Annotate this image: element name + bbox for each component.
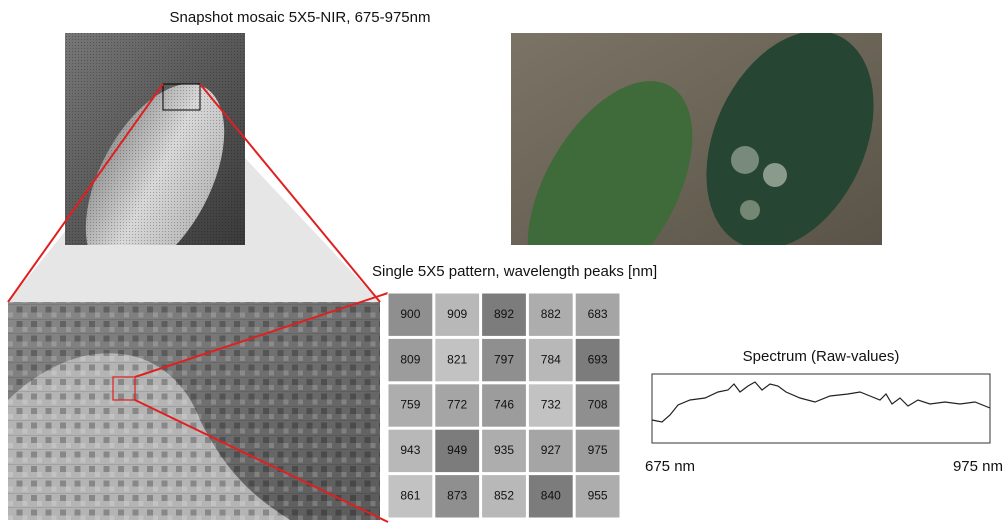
pattern-value: 909 [447,307,467,321]
spectrum-frame [652,374,990,443]
pattern-value: 772 [447,398,467,412]
pattern-value: 746 [494,398,514,412]
pattern-value: 759 [400,398,420,412]
pattern-value: 852 [494,488,514,502]
pattern-title: Single 5X5 pattern, wavelength peaks [nm… [372,263,657,280]
spectrum-title: Spectrum (Raw-values) [743,348,900,365]
pattern-value: 892 [494,307,514,321]
pattern-value: 821 [447,352,467,366]
pattern-grid: 900 909 892 882 683 809 821 797 784 693 759 772 746 7… [388,293,620,518]
pattern-value: 975 [588,443,608,457]
figure: Snapshot mosaic 5X5-NIR, 675-975nm Singl… [0,0,1007,527]
pattern-value: 873 [447,488,467,502]
pattern-value: 732 [541,398,561,412]
spectrum-start-label: 675 nm [645,458,695,475]
pattern-value: 708 [588,398,608,412]
pattern-value: 683 [588,307,608,321]
pattern-value: 809 [400,352,420,366]
pattern-value: 949 [447,443,467,457]
spectrum-end-label: 975 nm [953,458,1003,475]
pattern-value: 882 [541,307,561,321]
pattern-value: 797 [494,352,514,366]
pattern-value: 935 [494,443,514,457]
title: Snapshot mosaic 5X5-NIR, 675-975nm [170,9,431,26]
zoom-image [8,302,380,520]
pattern-value: 784 [541,352,561,366]
pattern-value: 943 [400,443,420,457]
pattern-value: 840 [541,488,561,502]
pattern-value: 861 [400,488,420,502]
pattern-value: 693 [588,352,608,366]
pattern-value: 927 [541,443,561,457]
pattern-value: 900 [400,307,420,321]
pattern-value: 955 [588,488,608,502]
